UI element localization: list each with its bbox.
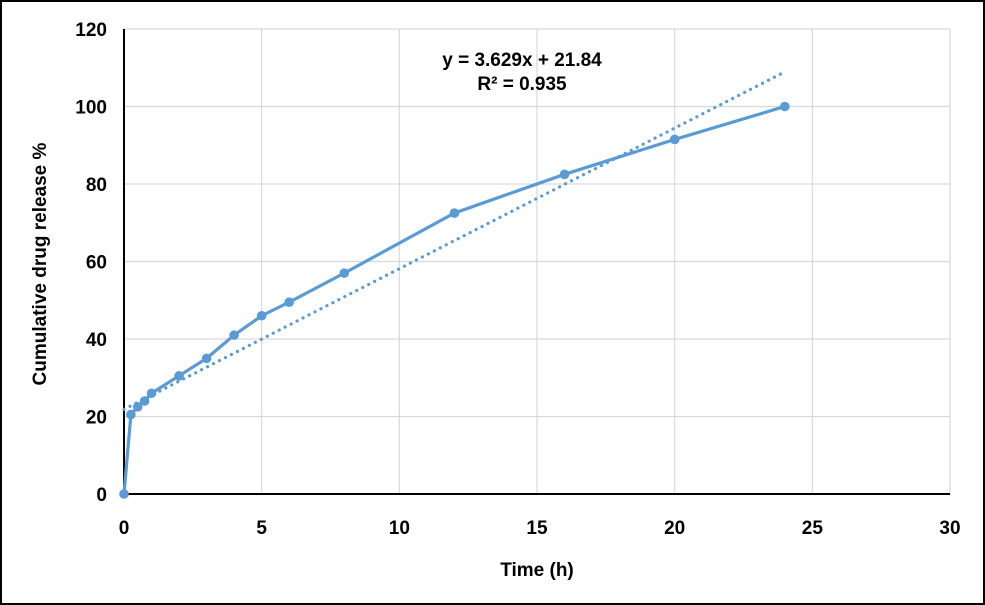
data-point-marker [780,101,790,112]
x-tick-label: 5 [256,518,267,539]
y-tick-label: 40 [86,330,107,351]
data-point-marker [126,409,136,420]
x-tick-label: 0 [119,518,130,539]
linear-trendline [122,70,787,411]
series-line [122,104,787,496]
data-point-marker [139,396,150,406]
y-tick-label: 0 [96,485,107,506]
data-point-marker [146,388,157,399]
y-tick-label: 20 [86,408,107,429]
trendline-r-squared-label: R² = 0.935 [477,74,567,95]
x-tick-label: 30 [939,518,960,539]
x-tick-label: 20 [664,518,685,539]
y-axis-title: Cumulative drug release % [30,142,51,385]
data-point-marker [284,297,295,307]
data-point-marker [229,330,239,340]
y-tick-label: 120 [75,20,107,41]
data-point-marker [132,402,143,412]
x-tick-label: 10 [389,518,410,539]
data-point-marker [559,169,570,180]
series-layer [119,101,790,499]
trendline-layer [122,70,787,411]
y-tick-label: 60 [86,253,107,274]
data-point-marker [174,371,184,381]
data-point-marker [201,353,212,364]
data-point-marker [669,134,680,145]
data-point-marker [449,208,460,218]
x-tick-label: 25 [802,518,824,539]
data-point-marker [119,489,129,499]
x-tick-label: 15 [526,518,548,539]
axes [123,29,950,495]
data-point-marker [256,310,267,321]
tick-labels: 0 5 10 15 20 25 30 0 20 40 60 80 100 120 [75,20,960,539]
y-tick-label: 100 [75,98,107,119]
trendline-equation-label: y = 3.629x + 21.84 [442,50,602,71]
x-axis-title: Time (h) [500,560,574,581]
y-tick-label: 80 [86,175,107,196]
gridlines [124,28,951,494]
data-point-marker [339,268,350,278]
